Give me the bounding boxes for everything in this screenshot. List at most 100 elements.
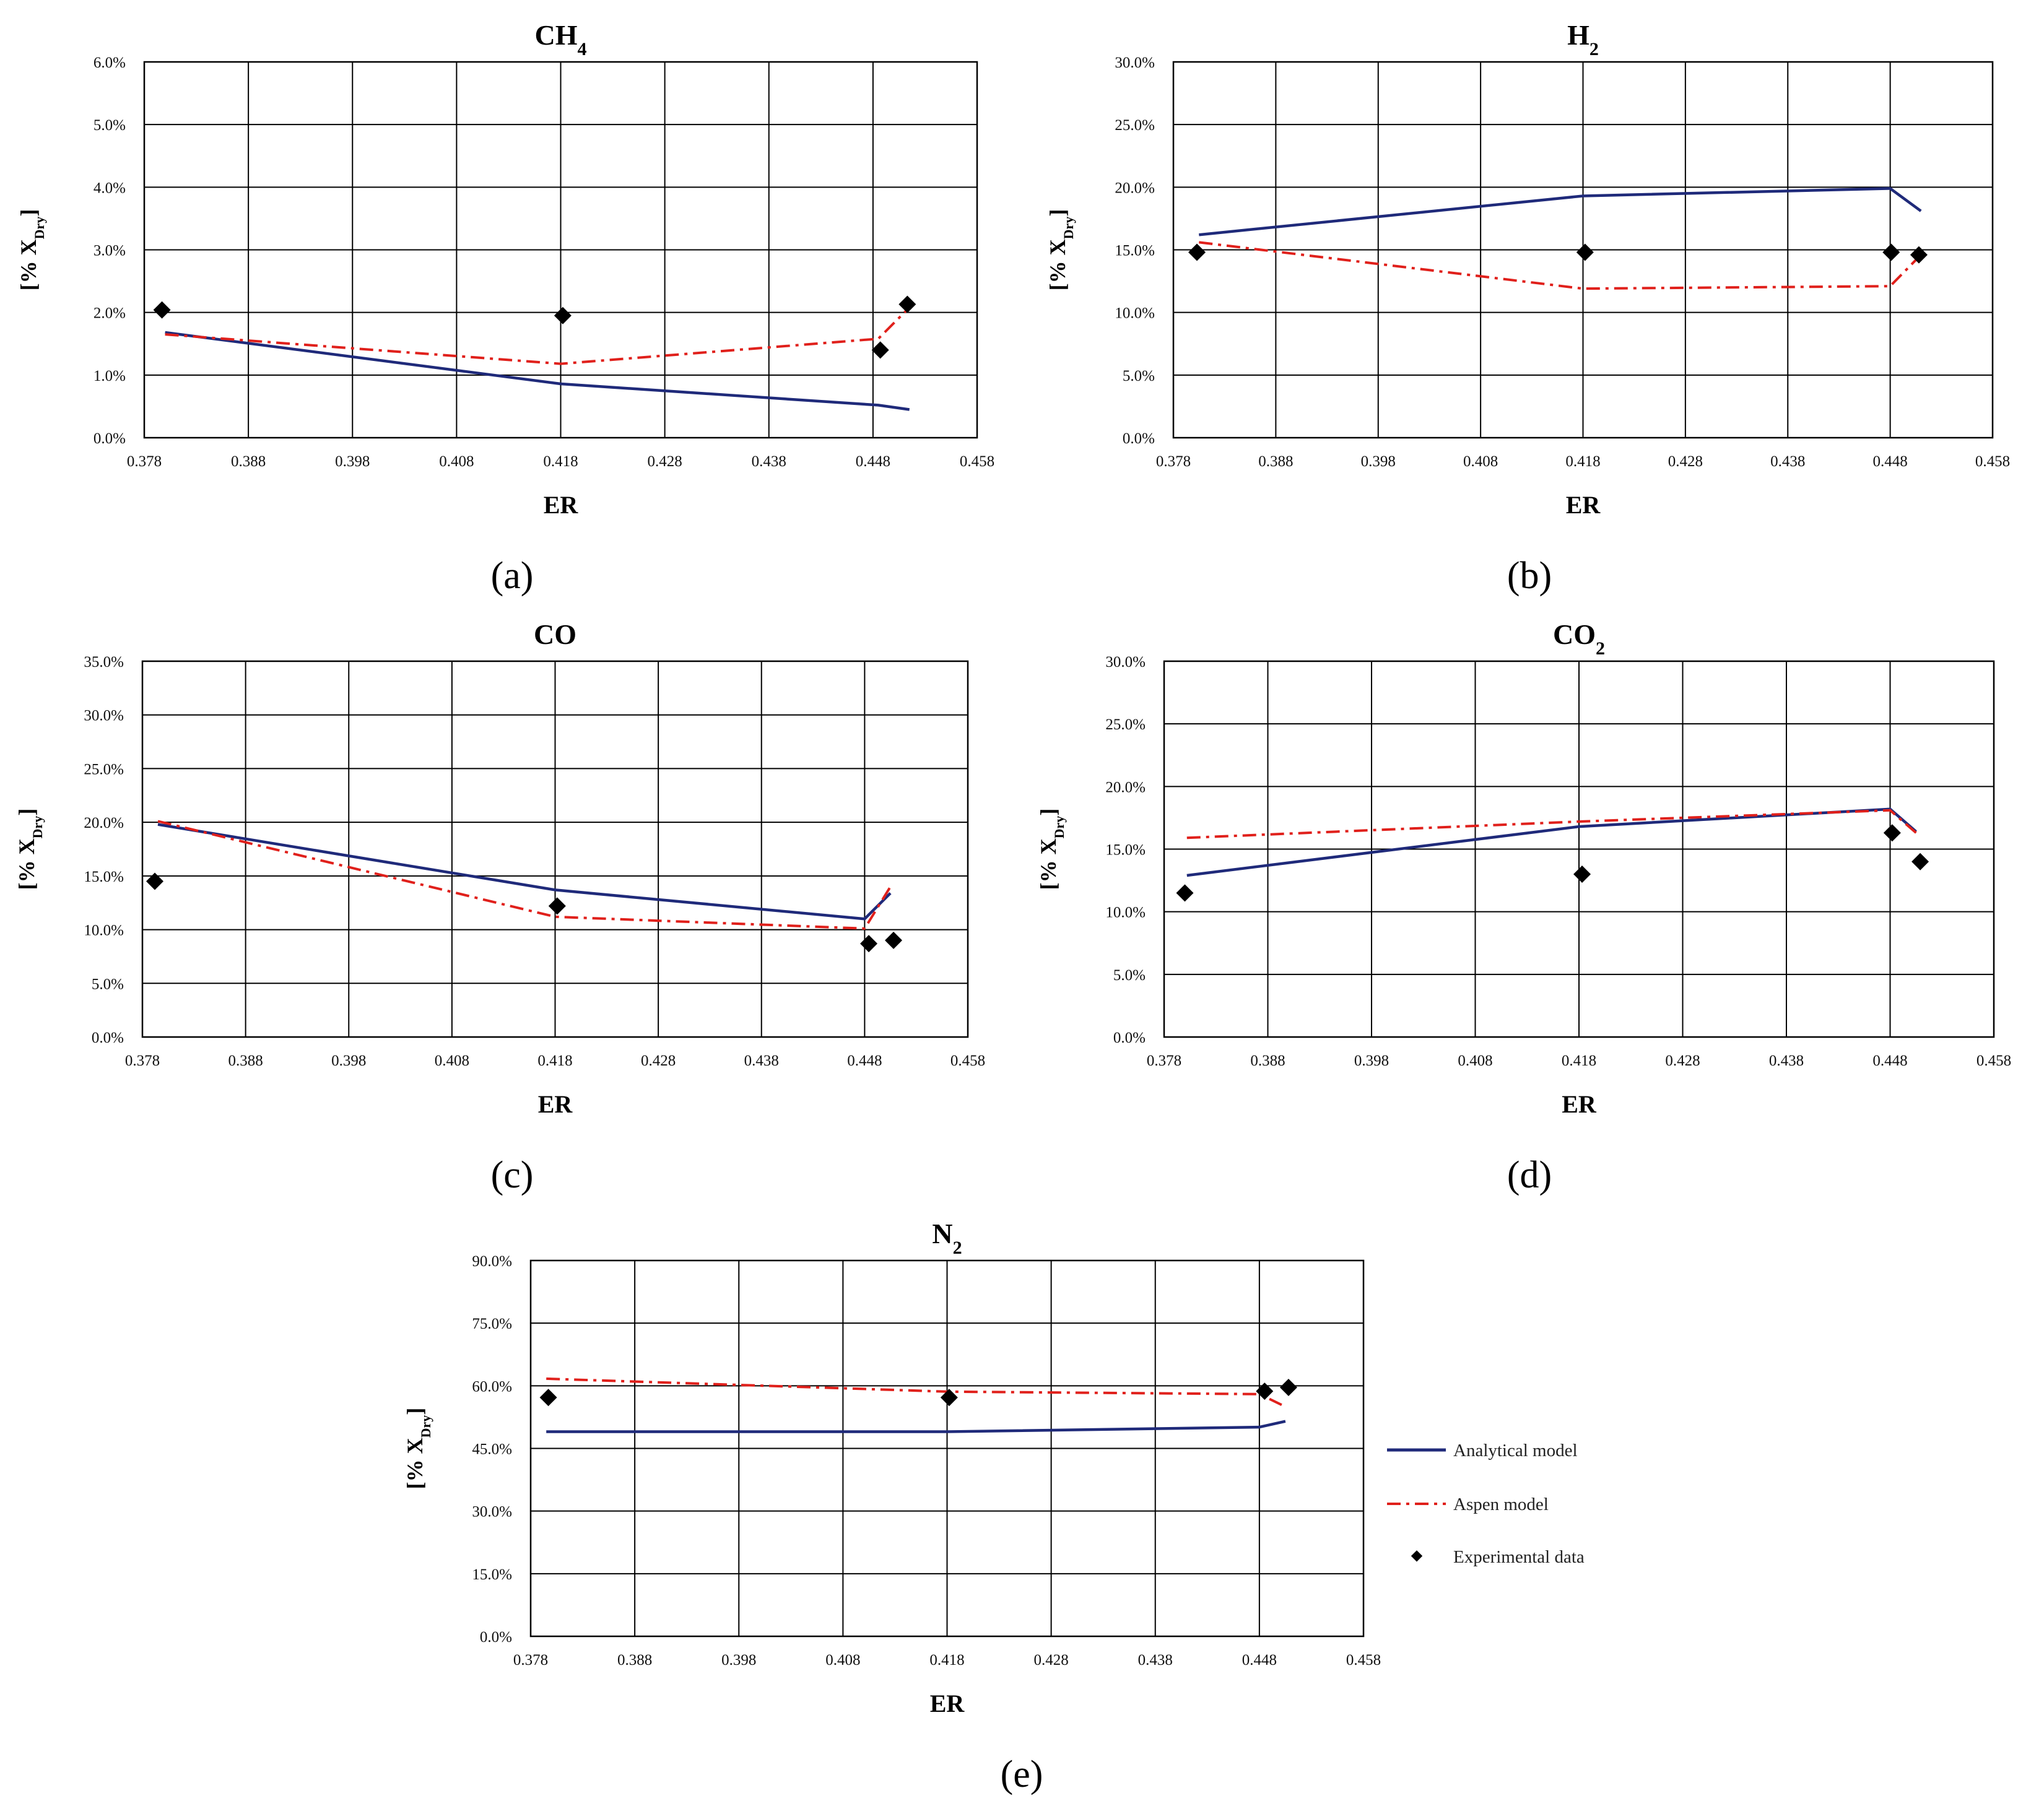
x-tick-label: 0.428 bbox=[1665, 1052, 1700, 1069]
x-tick-label: 0.408 bbox=[1458, 1052, 1492, 1069]
x-tick-label: 0.398 bbox=[1354, 1052, 1389, 1069]
x-tick-label: 0.418 bbox=[1565, 453, 1600, 470]
chart-title: CO2 bbox=[1553, 618, 1605, 659]
y-tick-label: 0.0% bbox=[480, 1629, 512, 1646]
aspen-model-line bbox=[1199, 241, 1922, 290]
analytical-model-line bbox=[1186, 807, 1917, 877]
x-axis-label: ER bbox=[1566, 491, 1601, 519]
chart-a: 0.378 0.388 0.398 0.408 0.418 0.428 0.438 0.448… bbox=[16, 19, 994, 519]
panel-label-b: (b) bbox=[1507, 555, 1552, 597]
y-tick-label: 20.0% bbox=[84, 815, 124, 831]
legend-aspen-label: Aspen model bbox=[1453, 1495, 1549, 1514]
x-tick-label: 0.458 bbox=[1977, 1052, 2011, 1069]
y-tick-label: 5.0% bbox=[92, 976, 124, 992]
y-tick-label: 5.0% bbox=[1113, 967, 1146, 984]
experimental-point bbox=[898, 295, 916, 313]
x-tick-label: 0.408 bbox=[1463, 453, 1498, 470]
experimental-point bbox=[1256, 1382, 1274, 1400]
y-tick-label: 25.0% bbox=[1105, 716, 1146, 733]
x-tick-label: 0.438 bbox=[752, 453, 786, 470]
experimental-point bbox=[1910, 246, 1928, 264]
x-axis-label: ER bbox=[544, 491, 579, 519]
analytical-model-line bbox=[1199, 187, 1922, 237]
y-tick-label: 15.0% bbox=[1115, 243, 1155, 259]
y-tick-label: 10.0% bbox=[1115, 305, 1155, 322]
x-tick-label: 0.428 bbox=[648, 453, 682, 470]
plot-frame bbox=[143, 61, 978, 439]
chart-title: N2 bbox=[932, 1218, 962, 1258]
chart-e: 0.378 0.388 0.398 0.408 0.418 0.428 0.438 0.448… bbox=[402, 1218, 1381, 1717]
panel-label-d: (d) bbox=[1507, 1154, 1552, 1196]
x-tick-label: 0.388 bbox=[1258, 453, 1293, 470]
y-tick-label: 0.0% bbox=[1113, 1030, 1146, 1046]
plot-frame bbox=[1163, 660, 1995, 1038]
legend: Analytical model Aspen model Experimenta… bbox=[1387, 1441, 1585, 1567]
x-tick-label: 0.378 bbox=[1147, 1052, 1181, 1069]
x-tick-label: 0.448 bbox=[856, 453, 890, 470]
x-tick-label: 0.408 bbox=[439, 453, 474, 470]
y-tick-label: 0.0% bbox=[1123, 430, 1155, 447]
plot-frame bbox=[141, 660, 969, 1038]
experimental-point bbox=[1176, 884, 1194, 902]
experimental-point bbox=[554, 306, 572, 324]
plot-frame bbox=[1172, 61, 1994, 439]
y-axis-label: [% XDry] bbox=[16, 209, 47, 291]
experimental-point bbox=[871, 341, 889, 359]
y-tick-label: 20.0% bbox=[1115, 180, 1155, 196]
x-tick-label: 0.388 bbox=[617, 1652, 652, 1669]
y-axis-label: [% XDry] bbox=[1045, 209, 1076, 291]
y-tick-label: 15.0% bbox=[1105, 842, 1146, 859]
experimental-point bbox=[1188, 243, 1206, 261]
chart-c: 0.378 0.388 0.398 0.408 0.418 0.428 0.438 0.448… bbox=[14, 618, 985, 1118]
y-tick-label: 15.0% bbox=[84, 869, 124, 885]
y-tick-label: 2.0% bbox=[94, 305, 126, 322]
y-axis-label: [% XDry] bbox=[14, 809, 45, 890]
analytical-model-line bbox=[165, 331, 910, 411]
analytical-model-line bbox=[546, 1420, 1286, 1433]
plot-frame bbox=[529, 1259, 1365, 1638]
x-tick-label: 0.448 bbox=[1873, 453, 1908, 470]
y-tick-label: 30.0% bbox=[1105, 654, 1146, 670]
aspen-model-line bbox=[165, 306, 911, 365]
y-tick-label: 10.0% bbox=[84, 922, 124, 939]
y-tick-label: 30.0% bbox=[472, 1504, 512, 1521]
y-tick-label: 5.0% bbox=[1123, 368, 1155, 384]
x-tick-label: 0.408 bbox=[825, 1652, 860, 1669]
y-tick-label: 6.0% bbox=[94, 54, 126, 71]
y-tick-label: 30.0% bbox=[1115, 54, 1155, 71]
experimental-point bbox=[548, 897, 566, 915]
experimental-point bbox=[539, 1389, 557, 1407]
legend-experimental-marker bbox=[1411, 1550, 1423, 1562]
panel-label-c: (c) bbox=[491, 1154, 534, 1196]
x-tick-label: 0.398 bbox=[721, 1652, 756, 1669]
x-tick-label: 0.428 bbox=[1034, 1652, 1069, 1669]
experimental-point bbox=[153, 301, 171, 319]
x-tick-label: 0.398 bbox=[1361, 453, 1396, 470]
experimental-point bbox=[885, 931, 903, 949]
x-tick-label: 0.438 bbox=[744, 1052, 779, 1069]
chart-title: CH4 bbox=[535, 19, 587, 59]
x-tick-label: 0.398 bbox=[331, 1052, 366, 1069]
y-tick-label: 90.0% bbox=[472, 1253, 512, 1270]
y-tick-label: 15.0% bbox=[472, 1566, 512, 1583]
x-tick-label: 0.418 bbox=[543, 453, 578, 470]
x-tick-label: 0.378 bbox=[125, 1052, 160, 1069]
experimental-point bbox=[860, 935, 878, 953]
x-tick-label: 0.408 bbox=[435, 1052, 469, 1069]
aspen-model-line bbox=[546, 1377, 1286, 1408]
chart-b: 0.378 0.388 0.398 0.408 0.418 0.428 0.438 0.448… bbox=[1045, 19, 2010, 519]
y-tick-label: 30.0% bbox=[84, 708, 124, 724]
x-tick-label: 0.378 bbox=[1156, 453, 1191, 470]
experimental-point bbox=[1573, 865, 1591, 883]
aspen-model-line bbox=[1186, 809, 1917, 840]
y-tick-label: 45.0% bbox=[472, 1441, 512, 1458]
y-tick-label: 4.0% bbox=[94, 180, 126, 196]
x-tick-label: 0.418 bbox=[929, 1652, 964, 1669]
x-tick-label: 0.438 bbox=[1770, 453, 1805, 470]
x-tick-label: 0.458 bbox=[960, 453, 994, 470]
experimental-point bbox=[1279, 1379, 1297, 1397]
charts-layer: 0.378 0.388 0.398 0.408 0.418 0.428 0.438 0.448… bbox=[14, 19, 2011, 1717]
x-tick-label: 0.458 bbox=[950, 1052, 985, 1069]
aspen-model-line bbox=[157, 820, 892, 930]
chart-title: CO bbox=[534, 618, 576, 650]
